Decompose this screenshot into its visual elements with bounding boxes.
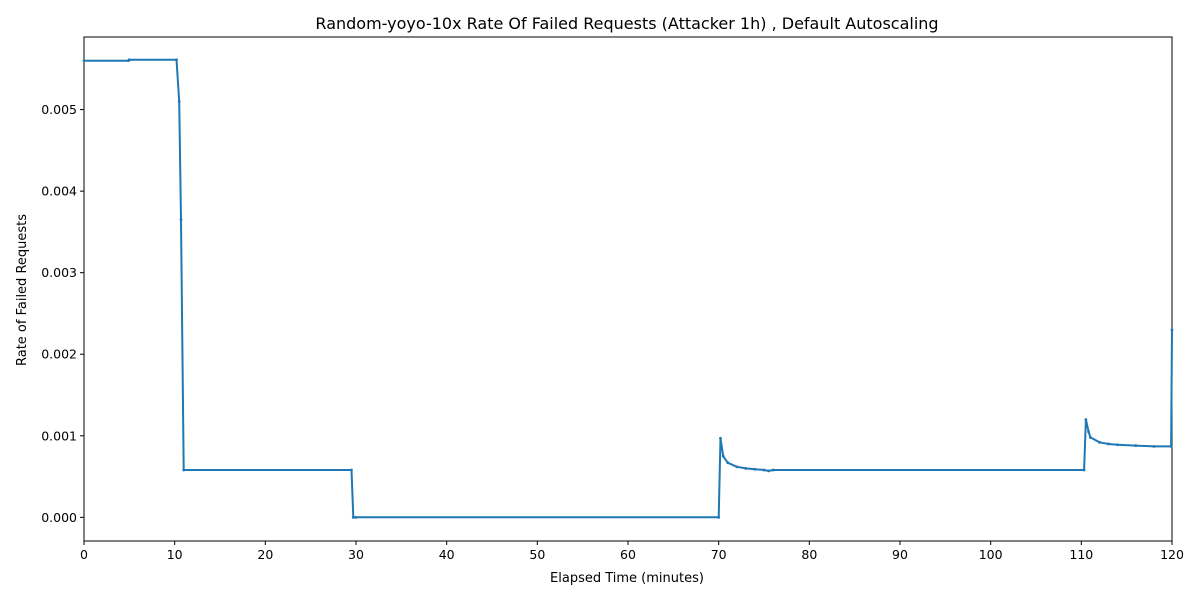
plot-area-frame <box>83 36 1173 542</box>
data-point <box>726 461 730 465</box>
data-point <box>721 454 725 458</box>
x-tick-label: 30 <box>348 547 364 562</box>
series-layer <box>82 58 1174 519</box>
data-point <box>177 100 181 103</box>
data-point <box>350 468 353 472</box>
y-tick-label: 0.001 <box>41 428 77 443</box>
y-axis-label: Rate of Failed Requests <box>15 214 30 366</box>
data-point <box>127 58 131 62</box>
data-point <box>1116 443 1119 447</box>
data-point <box>719 436 722 440</box>
x-tick-label: 50 <box>529 547 545 562</box>
data-point <box>179 218 183 222</box>
x-axis-ticks: 0 10 20 30 40 50 60 70 80 90 100 110 120 <box>80 541 1184 562</box>
data-point <box>354 515 358 519</box>
x-axis-label: Elapsed Time (minutes) <box>550 571 704 586</box>
data-point <box>753 467 757 471</box>
x-tick-label: 0 <box>80 547 88 562</box>
x-tick-label: 40 <box>439 547 455 562</box>
data-point <box>744 467 748 470</box>
data-point <box>1107 442 1110 446</box>
y-tick-label: 0.004 <box>41 184 77 199</box>
x-tick-label: 20 <box>257 547 273 562</box>
data-point <box>1098 440 1101 444</box>
data-point <box>771 468 775 472</box>
data-point <box>1170 328 1174 332</box>
chart-title: Random-yoyo-10x Rate Of Failed Requests … <box>315 14 938 33</box>
data-point <box>175 58 178 62</box>
data-point <box>1089 436 1092 439</box>
y-tick-label: 0.002 <box>41 347 77 362</box>
data-point <box>717 515 721 519</box>
data-point <box>82 59 86 63</box>
y-tick-label: 0.000 <box>41 510 77 525</box>
data-point <box>762 468 766 472</box>
data-point <box>1152 444 1156 448</box>
data-point <box>735 465 739 469</box>
x-tick-label: 90 <box>892 547 908 562</box>
data-point <box>1087 430 1090 434</box>
data-point <box>1082 468 1086 472</box>
data-point <box>1084 418 1088 421</box>
series-line <box>84 58 1173 519</box>
x-tick-label: 80 <box>801 547 817 562</box>
x-tick-label: 70 <box>711 547 727 562</box>
x-tick-label: 100 <box>979 547 1003 562</box>
x-tick-label: 60 <box>620 547 636 562</box>
data-point <box>1134 444 1138 447</box>
x-tick-label: 110 <box>1069 547 1093 562</box>
data-point <box>1169 444 1173 448</box>
x-tick-label: 10 <box>167 547 183 562</box>
data-point <box>351 515 355 519</box>
y-tick-label: 0.003 <box>41 265 77 280</box>
data-point <box>767 469 770 473</box>
x-tick-label: 120 <box>1160 547 1184 562</box>
data-point <box>182 468 186 472</box>
y-axis-ticks: 0.000 0.001 0.002 0.003 0.004 0.005 <box>41 102 84 525</box>
y-tick-label: 0.005 <box>41 102 77 117</box>
